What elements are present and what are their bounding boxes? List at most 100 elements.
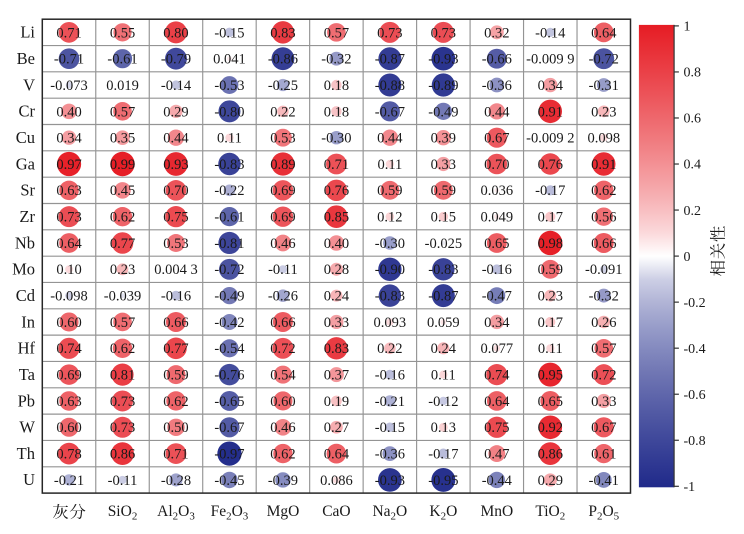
svg-text:0.67: 0.67 [591,420,616,436]
svg-text:-0.79: -0.79 [161,52,191,68]
svg-text:0.019: 0.019 [106,78,139,94]
svg-text:0.46: 0.46 [270,420,295,436]
svg-text:0.70: 0.70 [484,157,509,173]
svg-text:0.33: 0.33 [431,157,456,173]
svg-text:0.54: 0.54 [270,368,296,384]
svg-text:0.53: 0.53 [270,131,295,147]
svg-text:0.66: 0.66 [591,236,616,252]
svg-text:-0.16: -0.16 [161,289,191,305]
svg-text:0.91: 0.91 [591,157,616,173]
svg-text:0.15: 0.15 [431,210,456,226]
svg-text:In: In [21,312,35,331]
svg-text:-0.12: -0.12 [428,394,458,410]
svg-text:-0.90: -0.90 [375,262,405,278]
svg-text:0.53: 0.53 [163,236,188,252]
svg-text:-0.76: -0.76 [214,368,244,384]
svg-text:Fe2O3: Fe2O3 [211,503,249,523]
svg-text:U: U [23,470,35,489]
svg-text:-0.098: -0.098 [50,289,87,305]
svg-text:0.041: 0.041 [213,52,246,68]
svg-text:0.23: 0.23 [591,104,616,120]
svg-text:0.27: 0.27 [324,420,349,436]
svg-text:-0.26: -0.26 [268,289,298,305]
svg-text:Nb: Nb [15,233,35,252]
svg-text:0.11: 0.11 [538,341,563,357]
svg-text:0.11: 0.11 [431,368,456,384]
svg-text:TiO2: TiO2 [535,503,565,523]
svg-text:Al2O3: Al2O3 [157,503,195,523]
svg-text:0.57: 0.57 [110,104,135,120]
svg-text:0.60: 0.60 [56,420,81,436]
svg-text:0.63: 0.63 [56,183,81,199]
svg-text:0.6: 0.6 [684,112,702,127]
svg-text:-0.15: -0.15 [375,420,405,436]
svg-text:0.72: 0.72 [270,341,295,357]
svg-text:-0.71: -0.71 [54,52,84,68]
svg-text:-0.039: -0.039 [104,289,141,305]
svg-text:0.19: 0.19 [324,394,349,410]
svg-text:0.62: 0.62 [163,394,188,410]
svg-text:0.46: 0.46 [270,236,295,252]
svg-text:0.62: 0.62 [110,210,135,226]
svg-text:-0.16: -0.16 [482,262,512,278]
svg-text:0.69: 0.69 [56,368,81,384]
svg-text:-0.86: -0.86 [268,52,298,68]
svg-text:0.62: 0.62 [270,447,295,463]
svg-text:0.098: 0.098 [587,131,620,147]
svg-text:0.59: 0.59 [377,183,402,199]
svg-text:-0.67: -0.67 [375,104,405,120]
svg-text:-0.025: -0.025 [425,236,462,252]
svg-text:0.71: 0.71 [56,25,81,41]
svg-text:-0.21: -0.21 [54,473,84,489]
svg-text:V: V [23,75,35,94]
svg-text:0.63: 0.63 [56,394,81,410]
svg-text:-0.11: -0.11 [108,473,138,489]
svg-text:0.13: 0.13 [431,420,456,436]
svg-text:-0.87: -0.87 [375,52,405,68]
svg-text:-0.39: -0.39 [268,473,298,489]
svg-text:0.74: 0.74 [56,341,82,357]
svg-text:0.64: 0.64 [484,394,510,410]
svg-text:0.12: 0.12 [377,210,402,226]
svg-text:-0.65: -0.65 [214,394,244,410]
svg-text:-0.17: -0.17 [428,447,458,463]
svg-text:0.57: 0.57 [591,341,616,357]
svg-text:0.11: 0.11 [217,131,242,147]
svg-text:0.57: 0.57 [110,315,135,331]
svg-text:0.73: 0.73 [56,210,81,226]
svg-text:0.72: 0.72 [591,368,616,384]
svg-text:Zr: Zr [19,207,35,226]
svg-text:0.95: 0.95 [538,368,563,384]
svg-text:0.91: 0.91 [538,104,563,120]
svg-text:0.50: 0.50 [163,420,188,436]
svg-text:-0.14: -0.14 [535,25,566,41]
svg-text:-0.32: -0.32 [321,52,351,68]
svg-text:0: 0 [684,250,691,265]
svg-text:0.80: 0.80 [163,25,188,41]
svg-text:0.093: 0.093 [374,315,407,331]
svg-text:0.60: 0.60 [56,315,81,331]
svg-text:0.76: 0.76 [538,157,563,173]
svg-text:0.71: 0.71 [324,157,349,173]
svg-text:0.44: 0.44 [377,131,403,147]
svg-text:0.93: 0.93 [163,157,188,173]
svg-text:-0.45: -0.45 [214,473,244,489]
svg-text:Cr: Cr [19,102,36,121]
svg-text:0.17: 0.17 [538,210,563,226]
svg-text:0.39: 0.39 [431,131,456,147]
svg-text:0.33: 0.33 [591,394,616,410]
svg-text:0.56: 0.56 [591,210,616,226]
svg-text:-0.091: -0.091 [585,262,622,278]
svg-text:0.86: 0.86 [538,447,563,463]
svg-text:-0.41: -0.41 [589,473,619,489]
svg-text:0.89: 0.89 [270,157,295,173]
svg-text:Ta: Ta [19,365,36,384]
svg-text:-0.15: -0.15 [214,25,244,41]
svg-text:0.97: 0.97 [56,157,81,173]
svg-text:-0.80: -0.80 [214,104,244,120]
svg-text:-0.53: -0.53 [214,78,244,94]
svg-text:MnO: MnO [480,503,513,520]
svg-text:-0.89: -0.89 [428,78,458,94]
svg-text:0.22: 0.22 [377,341,402,357]
svg-text:-0.30: -0.30 [375,236,405,252]
